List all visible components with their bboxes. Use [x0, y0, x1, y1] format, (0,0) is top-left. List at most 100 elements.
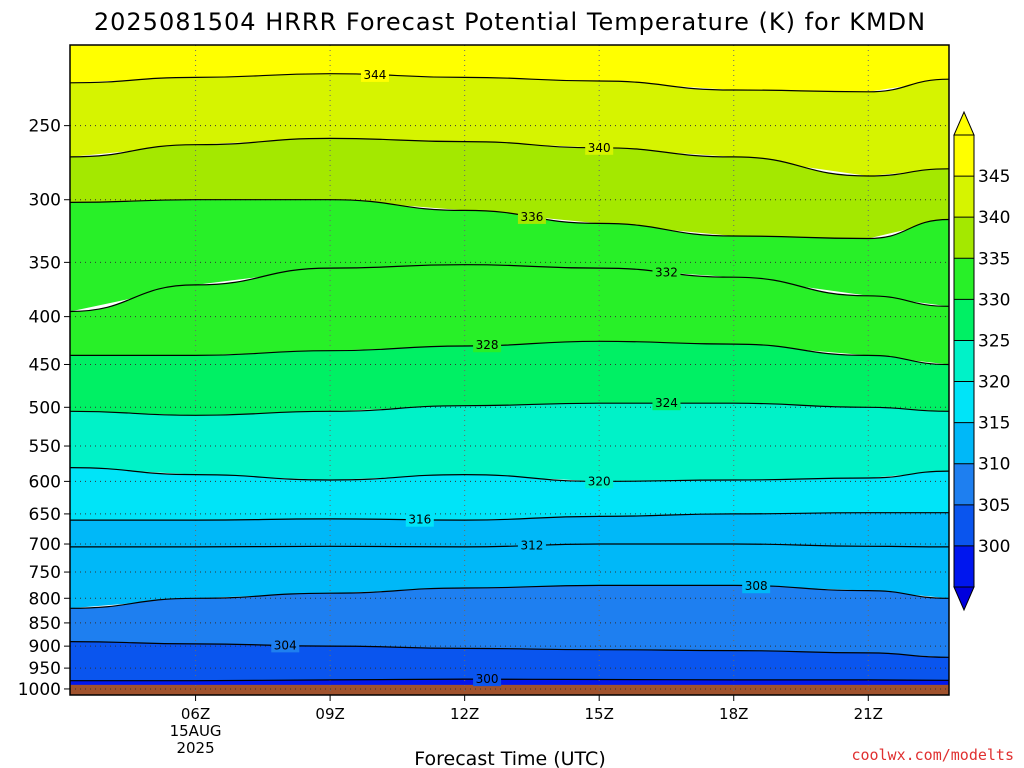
contour-group: 300 304 308 312 316 320 324 328 332 336 340 344 [70, 67, 949, 687]
y-tick-label: 750 [29, 563, 61, 583]
shade-band [70, 73, 949, 176]
contour-line-316 [70, 512, 949, 521]
contour-line-344 [70, 73, 949, 93]
contour-line-300 [70, 678, 949, 682]
colorbar-tick-label: 315 [978, 414, 1010, 434]
plot-frame [69, 44, 950, 696]
y-tick-label: 950 [29, 659, 61, 679]
x-tick-label: 15Z [585, 705, 614, 723]
colorbar-segment [954, 135, 974, 177]
shade-band [70, 403, 949, 482]
y-tick-label: 300 [29, 191, 61, 211]
colorbar-segment [954, 299, 974, 341]
colorbar-segment [954, 545, 974, 587]
contour-label-bg [652, 265, 681, 280]
colorbar-tick-label: 330 [978, 290, 1010, 310]
colorbar-tick-label: 325 [978, 331, 1010, 351]
shade-band [70, 264, 949, 365]
y-tick-label: 350 [29, 253, 61, 273]
contour-label-bg [517, 538, 546, 553]
contour-label-bg [405, 512, 434, 527]
colorbar-tick-label: 345 [978, 167, 1010, 187]
ground-shading [70, 684, 949, 695]
contour-line-320 [70, 467, 949, 483]
grid-group [70, 45, 949, 695]
contour-label-316: 316 [408, 513, 431, 527]
colorbar-segment [954, 340, 974, 382]
contour-label-bg [473, 338, 502, 353]
colorbar-segment [954, 258, 974, 300]
x-tick-label: 06Z [181, 705, 210, 723]
contour-label-320: 320 [588, 474, 611, 488]
chart-title: 2025081504 HRRR Forecast Potential Tempe… [94, 8, 926, 36]
contour-label-bg [473, 672, 502, 687]
y-tick-label: 250 [29, 117, 61, 137]
x-tick-label: 12Z [450, 705, 479, 723]
contour-label-332: 332 [655, 266, 678, 280]
colorbar-segment [954, 217, 974, 259]
contour-label-324: 324 [655, 396, 678, 410]
contour-label-340: 340 [588, 141, 611, 155]
colorbar-segment [954, 381, 974, 423]
contour-label-bg [271, 638, 300, 653]
contour-line-340 [70, 137, 949, 177]
shade-band [70, 512, 949, 547]
colorbar-tick-label: 300 [978, 537, 1010, 557]
x-axis-label: Forecast Time (UTC) [414, 748, 605, 768]
colorbar-tick-label: 335 [978, 249, 1010, 269]
y-tick-label: 800 [29, 589, 61, 609]
y-tick-label: 600 [29, 472, 61, 492]
colorbar-tick-label: 305 [978, 496, 1010, 516]
y-tick-label: 500 [29, 398, 61, 418]
contour-label-312: 312 [520, 538, 543, 552]
contour-label-bg [585, 140, 614, 155]
colorbar-segment [954, 422, 974, 464]
contour-label-336: 336 [520, 210, 543, 224]
credit-text[interactable]: coolwx.com/modelts [851, 746, 1014, 764]
colorbar-tick-label: 310 [978, 455, 1010, 475]
contour-line-328 [70, 340, 949, 366]
y-tick-label: 450 [29, 355, 61, 375]
contour-label-bg [652, 396, 681, 411]
shade-band [70, 199, 949, 312]
y-tick-label: 550 [29, 437, 61, 457]
shade-band [70, 138, 949, 239]
contour-label-300: 300 [476, 672, 499, 686]
colorbar-segment [954, 176, 974, 218]
shaded-fill-group [70, 45, 949, 695]
axes: 250 300 350 400 450 500 550 600 650 700 750 800 850 9… [18, 44, 950, 757]
contour-line-304 [70, 641, 949, 658]
shade-band [70, 45, 949, 92]
contour-label-328: 328 [476, 338, 499, 352]
shade-band [70, 467, 949, 521]
y-tick-label: 650 [29, 505, 61, 525]
shade-band [70, 341, 949, 416]
colorbar-over-arrow [953, 110, 975, 136]
x-tick-label: 09Z [315, 705, 344, 723]
contour-line-332 [70, 264, 949, 313]
contour-label-344: 344 [364, 68, 387, 82]
contour-label-308: 308 [745, 579, 768, 593]
contour-line-308 [70, 584, 949, 609]
colorbar-tick-label: 320 [978, 373, 1010, 393]
x-date-label: 2025 [176, 739, 214, 757]
colorbar: 300 305 310 315 320 325 330 335 340 345 [953, 110, 1010, 612]
contour-label-bg [585, 474, 614, 489]
contour-label-bg [517, 209, 546, 224]
y-tick-label: 900 [29, 637, 61, 657]
colorbar-segment [954, 463, 974, 505]
contour-label-304: 304 [274, 638, 297, 652]
y-tick-label: 400 [29, 308, 61, 328]
x-tick-label: 18Z [719, 705, 748, 723]
y-tick-label: 1000 [18, 680, 61, 700]
shade-band [70, 544, 949, 609]
y-tick-label: 850 [29, 614, 61, 634]
x-tick-label: 21Z [854, 705, 883, 723]
colorbar-tick-label: 340 [978, 208, 1010, 228]
contour-line-324 [70, 402, 949, 416]
colorbar-under-arrow [953, 586, 975, 612]
contour-label-bg [360, 67, 389, 82]
contour-label-bg [742, 579, 771, 594]
x-date-label: 15AUG [170, 722, 222, 740]
